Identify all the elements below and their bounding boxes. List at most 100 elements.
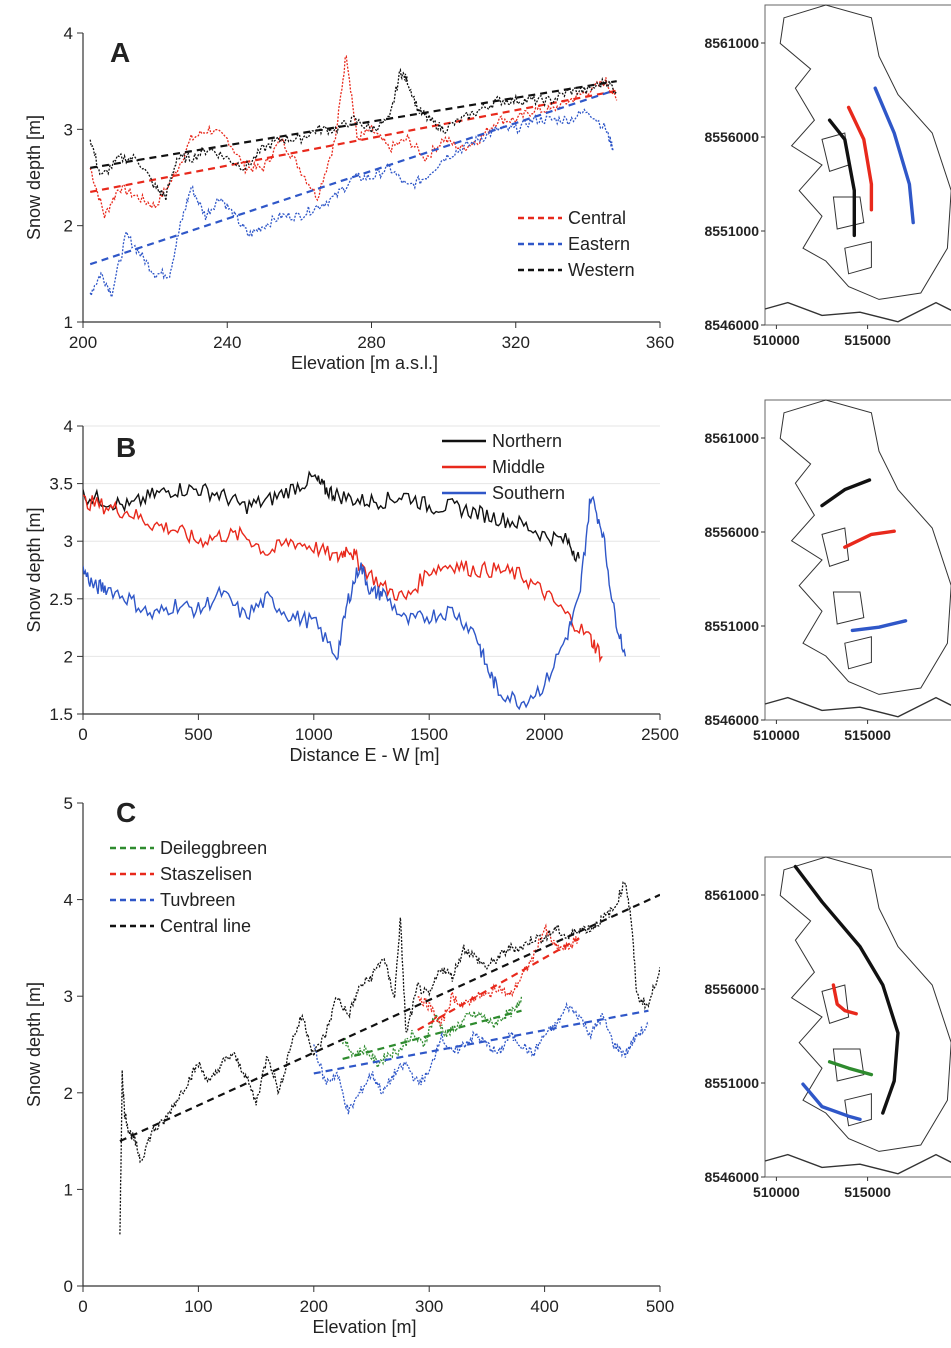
x-axis-label: Distance E - W [m] bbox=[289, 745, 439, 765]
map-y-tick-label: 8556000 bbox=[704, 981, 759, 997]
series-line bbox=[342, 996, 523, 1070]
nunatak-outline bbox=[832, 196, 865, 230]
y-tick-label: 2 bbox=[64, 217, 73, 236]
x-tick-label: 300 bbox=[415, 1297, 443, 1316]
chart-panel-B: 0 500 1000 1500 2000 2500 1.5 2 2.5 3 3.5 4 Distance… bbox=[24, 417, 679, 765]
nunatak-outline bbox=[844, 1093, 872, 1127]
coastline bbox=[764, 301, 951, 323]
map-y-tick-label: 8551000 bbox=[704, 618, 759, 634]
x-tick-label: 320 bbox=[502, 333, 530, 352]
trend-line bbox=[342, 1009, 522, 1061]
map-y-tick-label: 8546000 bbox=[704, 712, 759, 728]
x-tick-label: 0 bbox=[78, 1297, 87, 1316]
y-tick-label: 1.5 bbox=[49, 705, 73, 724]
x-axis-label: Elevation [m] bbox=[312, 1317, 416, 1337]
y-tick-label: 4 bbox=[64, 417, 73, 436]
profile-line-northern bbox=[820, 478, 872, 508]
map-y-tick-label: 8546000 bbox=[704, 317, 759, 333]
trend-line bbox=[119, 893, 660, 1143]
map-x-tick-label: 510000 bbox=[753, 332, 800, 348]
series-line bbox=[89, 54, 618, 219]
x-tick-label: 360 bbox=[646, 333, 674, 352]
series-northern bbox=[83, 470, 580, 563]
x-tick-label: 0 bbox=[78, 725, 87, 744]
x-tick-label: 1500 bbox=[410, 725, 448, 744]
x-tick-label: 240 bbox=[213, 333, 241, 352]
series-line bbox=[417, 923, 580, 1027]
chart-panel-C: 0 100 200 300 400 500 0 1 2 3 4 5 Elevation [m] Snow … bbox=[24, 794, 674, 1337]
legend-label: Central line bbox=[160, 916, 251, 936]
y-tick-label: 2 bbox=[64, 647, 73, 666]
legend-label: Eastern bbox=[568, 234, 630, 254]
series-deileggbreen bbox=[342, 996, 523, 1070]
y-tick-label: 3 bbox=[64, 987, 73, 1006]
y-tick-label: 3 bbox=[64, 532, 73, 551]
series-line bbox=[83, 494, 603, 663]
x-tick-label: 280 bbox=[357, 333, 385, 352]
x-axis-label: Elevation [m a.s.l.] bbox=[291, 353, 438, 373]
map-y-tick-label: 8546000 bbox=[704, 1169, 759, 1185]
coastline bbox=[764, 696, 951, 718]
map-y-tick-label: 8556000 bbox=[704, 129, 759, 145]
legend-label: Deileggbreen bbox=[160, 838, 267, 858]
nunatak-outline bbox=[832, 591, 865, 625]
panel-letter: C bbox=[116, 797, 136, 828]
map-frame bbox=[764, 4, 951, 326]
nunatak-outline bbox=[832, 1048, 865, 1082]
trend-line bbox=[90, 80, 617, 169]
profile-line-southern bbox=[850, 619, 908, 633]
map-y-tick-label: 8551000 bbox=[704, 223, 759, 239]
x-tick-label: 400 bbox=[530, 1297, 558, 1316]
series-line bbox=[83, 470, 580, 563]
x-tick-label: 1000 bbox=[295, 725, 333, 744]
map-y-tick-label: 8551000 bbox=[704, 1075, 759, 1091]
y-tick-label: 2.5 bbox=[49, 590, 73, 609]
x-tick-label: 100 bbox=[184, 1297, 212, 1316]
nunatak-outline bbox=[844, 636, 872, 670]
series-eastern bbox=[89, 89, 614, 300]
trend-line bbox=[313, 1009, 649, 1075]
x-tick-label: 200 bbox=[69, 333, 97, 352]
legend-label: Staszelisen bbox=[160, 864, 252, 884]
y-tick-label: 5 bbox=[64, 794, 73, 813]
glacier-outline bbox=[779, 856, 951, 1152]
series-southern bbox=[83, 495, 627, 711]
panel-letter: B bbox=[116, 432, 136, 463]
series-western bbox=[89, 67, 618, 201]
y-tick-label: 4 bbox=[64, 24, 73, 43]
y-axis-label: Snow depth [m] bbox=[24, 115, 44, 240]
legend-label: Western bbox=[568, 260, 635, 280]
y-tick-label: 0 bbox=[64, 1277, 73, 1296]
series-line bbox=[83, 495, 627, 711]
x-tick-label: 200 bbox=[300, 1297, 328, 1316]
legend: Central Eastern Western bbox=[518, 208, 635, 280]
series-central bbox=[89, 54, 618, 219]
map-x-tick-label: 515000 bbox=[844, 727, 891, 743]
y-axis-label: Snow depth [m] bbox=[24, 982, 44, 1107]
x-tick-label: 2500 bbox=[641, 725, 679, 744]
glacier-outline bbox=[779, 399, 951, 695]
y-tick-label: 4 bbox=[64, 891, 73, 910]
profile-line-eastern bbox=[873, 86, 915, 225]
legend-label: Tuvbreen bbox=[160, 890, 235, 910]
legend-label: Northern bbox=[492, 431, 562, 451]
legend: Northern Middle Southern bbox=[442, 431, 565, 503]
profile-line-central-line bbox=[793, 864, 900, 1115]
series-staszelisen bbox=[417, 923, 580, 1031]
series-middle bbox=[83, 494, 603, 663]
legend-label: Central bbox=[568, 208, 626, 228]
chart-panel-A: 200 240 280 320 360 1 2 3 4 Elevation [m a.s.l.] S… bbox=[24, 24, 674, 373]
trend-line bbox=[89, 89, 614, 266]
profile-line-tuvbreen bbox=[801, 1082, 862, 1122]
y-tick-label: 2 bbox=[64, 1084, 73, 1103]
profile-line-western bbox=[827, 118, 856, 238]
profile-line-deileggbreen bbox=[827, 1060, 874, 1077]
y-axis-label: Snow depth [m] bbox=[24, 507, 44, 632]
nunatak-outline bbox=[844, 241, 872, 275]
glacier-outline bbox=[779, 4, 951, 300]
map-y-tick-label: 8561000 bbox=[704, 887, 759, 903]
